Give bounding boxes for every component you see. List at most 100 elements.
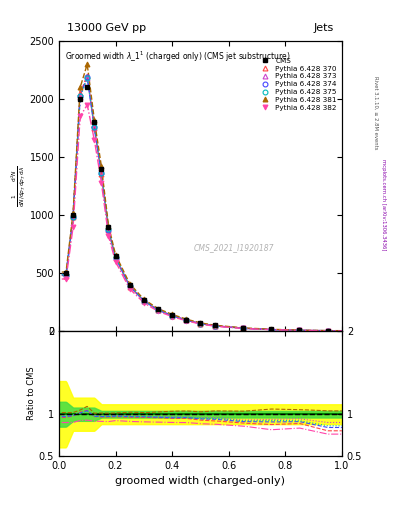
- Pythia 6.428 382: [241, 326, 245, 332]
- CMS: [297, 327, 302, 333]
- Pythia 6.428 374: [212, 323, 217, 329]
- CMS: [198, 320, 203, 326]
- Text: Rivet 3.1.10, ≥ 2.8M events: Rivet 3.1.10, ≥ 2.8M events: [373, 76, 378, 150]
- Pythia 6.428 373: [64, 271, 68, 278]
- Pythia 6.428 375: [212, 323, 217, 329]
- Pythia 6.428 370: [170, 313, 174, 319]
- Line: CMS: CMS: [64, 85, 330, 333]
- CMS: [78, 96, 83, 102]
- Pythia 6.428 370: [184, 317, 189, 323]
- Pythia 6.428 381: [113, 251, 118, 258]
- Pythia 6.428 370: [325, 328, 330, 334]
- Line: Pythia 6.428 370: Pythia 6.428 370: [64, 73, 330, 333]
- Pythia 6.428 375: [99, 169, 104, 176]
- Pythia 6.428 382: [325, 328, 330, 334]
- Pythia 6.428 375: [78, 93, 83, 99]
- CMS: [156, 306, 160, 312]
- Pythia 6.428 373: [99, 169, 104, 175]
- Pythia 6.428 370: [113, 255, 118, 261]
- Pythia 6.428 373: [85, 75, 90, 81]
- Pythia 6.428 374: [127, 283, 132, 289]
- Pythia 6.428 374: [198, 321, 203, 327]
- Pythia 6.428 373: [71, 213, 75, 219]
- Text: Groomed width $\lambda\_1^1$ (charged only) (CMS jet substructure): Groomed width $\lambda\_1^1$ (charged on…: [64, 50, 290, 64]
- CMS: [64, 270, 68, 276]
- Pythia 6.428 382: [113, 259, 118, 265]
- CMS: [71, 212, 75, 218]
- Pythia 6.428 374: [184, 317, 189, 323]
- Pythia 6.428 373: [127, 283, 132, 289]
- Pythia 6.428 370: [241, 325, 245, 331]
- Text: mcplots.cern.ch [arXiv:1306.3436]: mcplots.cern.ch [arXiv:1306.3436]: [381, 159, 386, 250]
- Pythia 6.428 375: [325, 328, 330, 334]
- CMS: [184, 316, 189, 323]
- Pythia 6.428 382: [92, 137, 97, 143]
- CMS: [113, 253, 118, 259]
- Pythia 6.428 370: [71, 215, 75, 221]
- Pythia 6.428 382: [170, 313, 174, 319]
- Pythia 6.428 373: [269, 327, 274, 333]
- Pythia 6.428 374: [241, 325, 245, 331]
- Pythia 6.428 374: [85, 74, 90, 80]
- Pythia 6.428 370: [141, 298, 146, 304]
- Pythia 6.428 373: [92, 124, 97, 130]
- Pythia 6.428 382: [71, 224, 75, 230]
- Pythia 6.428 382: [99, 180, 104, 186]
- Pythia 6.428 375: [127, 283, 132, 289]
- Pythia 6.428 381: [85, 61, 90, 67]
- Line: Pythia 6.428 373: Pythia 6.428 373: [64, 76, 330, 333]
- Pythia 6.428 374: [156, 307, 160, 313]
- CMS: [99, 165, 104, 172]
- Pythia 6.428 381: [241, 325, 245, 331]
- Pythia 6.428 375: [156, 307, 160, 313]
- Pythia 6.428 373: [141, 297, 146, 304]
- CMS: [141, 297, 146, 303]
- Pythia 6.428 373: [184, 317, 189, 323]
- Pythia 6.428 381: [64, 269, 68, 275]
- Pythia 6.428 374: [78, 93, 83, 99]
- Line: Pythia 6.428 381: Pythia 6.428 381: [64, 62, 330, 333]
- Pythia 6.428 381: [269, 326, 274, 332]
- Line: Pythia 6.428 382: Pythia 6.428 382: [64, 102, 330, 333]
- Pythia 6.428 382: [156, 308, 160, 314]
- Pythia 6.428 373: [170, 312, 174, 318]
- Pythia 6.428 370: [78, 90, 83, 96]
- Pythia 6.428 370: [85, 73, 90, 79]
- Pythia 6.428 374: [106, 227, 111, 233]
- Pythia 6.428 381: [325, 328, 330, 334]
- Pythia 6.428 375: [198, 321, 203, 327]
- Pythia 6.428 374: [269, 327, 274, 333]
- Text: 13000 GeV pp: 13000 GeV pp: [67, 23, 146, 33]
- Pythia 6.428 381: [99, 163, 104, 169]
- Pythia 6.428 382: [64, 276, 68, 282]
- Y-axis label: $\frac{1}{\mathrm{d}N/\mathrm{d}p_T}\frac{\mathrm{d}^2N}{\mathrm{d}p_T\,\mathrm{: $\frac{1}{\mathrm{d}N/\mathrm{d}p_T}\fra…: [10, 165, 28, 207]
- Pythia 6.428 381: [297, 327, 302, 333]
- Pythia 6.428 370: [92, 125, 97, 131]
- Pythia 6.428 370: [106, 227, 111, 233]
- Pythia 6.428 381: [78, 84, 83, 91]
- Pythia 6.428 375: [241, 325, 245, 331]
- Pythia 6.428 382: [106, 233, 111, 239]
- Pythia 6.428 382: [78, 113, 83, 119]
- Text: Jets: Jets: [314, 23, 334, 33]
- Pythia 6.428 370: [127, 284, 132, 290]
- Pythia 6.428 381: [71, 210, 75, 216]
- Pythia 6.428 375: [184, 317, 189, 323]
- Text: CMS_2021_I1920187: CMS_2021_I1920187: [194, 243, 275, 252]
- Pythia 6.428 375: [269, 327, 274, 333]
- Pythia 6.428 381: [92, 117, 97, 123]
- Pythia 6.428 375: [71, 214, 75, 220]
- Legend: CMS, Pythia 6.428 370, Pythia 6.428 373, Pythia 6.428 374, Pythia 6.428 375, Pyt: CMS, Pythia 6.428 370, Pythia 6.428 373,…: [256, 56, 338, 112]
- Pythia 6.428 381: [170, 311, 174, 317]
- Pythia 6.428 382: [184, 318, 189, 324]
- Pythia 6.428 381: [212, 322, 217, 328]
- Pythia 6.428 381: [156, 306, 160, 312]
- CMS: [269, 326, 274, 332]
- Line: Pythia 6.428 374: Pythia 6.428 374: [64, 75, 330, 333]
- CMS: [106, 224, 111, 230]
- X-axis label: groomed width (charged-only): groomed width (charged-only): [116, 476, 285, 486]
- Pythia 6.428 370: [99, 172, 104, 178]
- Pythia 6.428 381: [127, 281, 132, 287]
- Pythia 6.428 373: [198, 321, 203, 327]
- Pythia 6.428 374: [113, 254, 118, 261]
